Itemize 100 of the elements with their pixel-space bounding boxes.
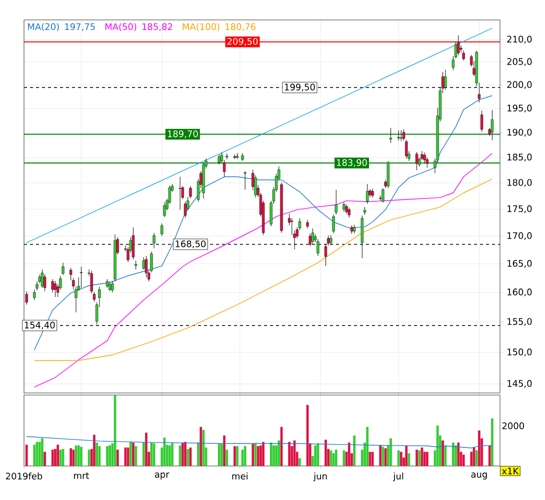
y-tick-label: 165,0	[508, 260, 532, 268]
bar	[236, 446, 238, 466]
candlestick	[444, 70, 447, 90]
bar	[262, 442, 264, 466]
candlestick	[152, 232, 156, 248]
candlestick	[423, 152, 426, 164]
candlestick	[54, 280, 57, 298]
y-tick-label: 170,0	[508, 232, 532, 240]
ref-line-label: 189,70	[168, 130, 198, 138]
bar	[475, 450, 478, 466]
bar	[366, 426, 369, 466]
candlestick	[460, 45, 462, 53]
y-tick-label: 200,0	[507, 81, 532, 89]
candlestick	[345, 204, 348, 214]
candlestick	[90, 270, 93, 294]
candlestick	[306, 220, 309, 229]
bar	[171, 442, 174, 466]
bar	[108, 445, 112, 466]
ref-line-label: 168,50	[176, 240, 206, 248]
bar	[454, 445, 457, 466]
candlestick	[405, 139, 408, 159]
bar	[70, 448, 72, 466]
ref-line-label: 183,90	[336, 159, 367, 167]
bar	[256, 446, 260, 466]
bar	[25, 444, 28, 466]
y-tick-label: 205,0	[507, 58, 532, 66]
candlestick	[415, 152, 418, 170]
candlestick	[348, 207, 350, 218]
bar	[457, 442, 460, 466]
bar	[106, 446, 108, 466]
candlestick	[290, 218, 294, 236]
ref-line-label: 209,50	[227, 38, 258, 46]
bar	[234, 446, 236, 466]
bar	[223, 435, 226, 466]
bar	[348, 442, 350, 466]
bar	[38, 442, 41, 466]
bar	[288, 442, 290, 466]
x-tick-label: jun	[313, 472, 327, 482]
candlestick	[244, 170, 246, 190]
candlestick	[160, 223, 164, 236]
y-tick-label: 185,0	[508, 154, 532, 162]
bar	[272, 445, 275, 466]
bar	[129, 442, 132, 466]
bar	[416, 450, 418, 466]
candlestick	[332, 214, 335, 234]
bar	[452, 442, 454, 466]
bar	[252, 444, 254, 466]
bar	[80, 446, 82, 466]
bar	[132, 442, 134, 466]
bar	[197, 442, 200, 466]
bar	[314, 445, 316, 466]
text: MA(20)	[28, 23, 59, 32]
candlestick	[108, 281, 112, 292]
candlestick	[218, 154, 220, 165]
text: MA(50)	[105, 23, 136, 32]
bar	[226, 450, 228, 466]
bar	[116, 450, 119, 466]
bar	[145, 432, 148, 466]
y-tick-label: 195,0	[508, 104, 532, 112]
bar	[244, 446, 246, 466]
text: x1K	[502, 468, 519, 474]
bar	[168, 445, 171, 466]
candlestick	[462, 50, 465, 61]
y-tick-label: 145,0	[508, 380, 532, 388]
bar	[470, 452, 473, 466]
candlestick	[132, 227, 135, 260]
bar	[353, 435, 356, 466]
candlestick	[389, 128, 392, 144]
candlestick	[457, 34, 460, 56]
candlestick	[400, 130, 402, 142]
bar	[56, 444, 59, 466]
candlestick	[490, 110, 494, 140]
bar	[96, 442, 98, 466]
bar	[142, 442, 145, 466]
x-tick-label: mrt	[74, 472, 89, 479]
bar	[44, 452, 46, 466]
bar	[93, 434, 96, 466]
bar	[54, 448, 56, 466]
annotation: 185,82	[142, 23, 172, 32]
candlestick	[382, 188, 384, 204]
candlestick	[366, 184, 369, 204]
candlestick	[40, 269, 44, 288]
candlestick	[330, 234, 332, 246]
bar	[33, 444, 36, 466]
candlestick	[397, 130, 400, 141]
candlestick	[327, 235, 330, 246]
bar	[182, 442, 184, 466]
bar	[462, 454, 465, 466]
bar	[184, 442, 186, 466]
candlestick	[80, 266, 83, 288]
bar	[426, 452, 428, 466]
bar	[186, 448, 190, 466]
bar	[491, 418, 494, 466]
candlestick	[342, 202, 346, 212]
bar	[218, 444, 220, 466]
candlestick	[43, 274, 46, 292]
bar	[442, 440, 444, 466]
bar	[278, 440, 280, 466]
bar	[390, 438, 392, 466]
ref-line-label: 199,50	[284, 84, 315, 92]
